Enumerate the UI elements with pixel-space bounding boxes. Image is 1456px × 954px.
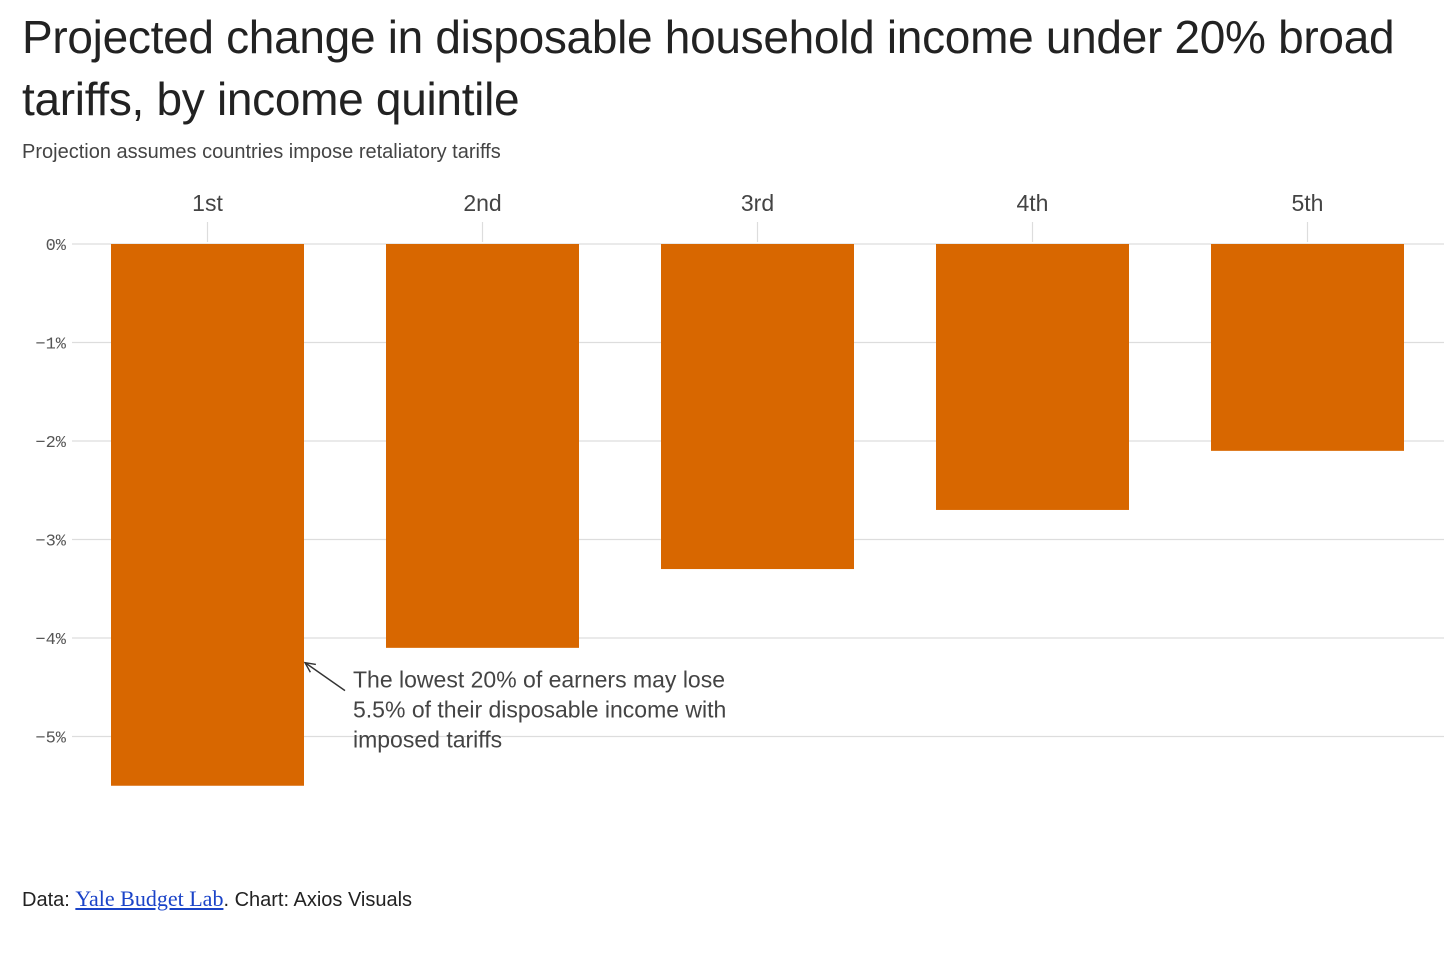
footer-chart-credit: . Chart: Axios Visuals [223,889,413,911]
bar-chart: 0% −1% −2% −3% −4% −5% 1st 2nd 3rd 4th 5th The lo… [35,190,1444,786]
x-tick-label: 1st [192,190,223,216]
annotation-line: The lowest 20% of earners may lose [353,667,725,693]
x-tick-label: 4th [1017,190,1049,216]
annotation-arrow-head [303,661,316,673]
x-tick-label: 3rd [741,190,774,216]
x-tick-label: 5th [1292,190,1324,216]
annotation-line: 5.5% of their disposable income with [353,697,726,723]
annotation-line: imposed tariffs [353,727,502,753]
bar-2nd [386,244,579,648]
chart-subtitle: Projection assumes countries impose reta… [22,141,501,163]
annotation: The lowest 20% of earners may lose 5.5% o… [303,661,726,753]
annotation-arrow-line [304,662,346,692]
y-tick-label: 0% [46,237,67,256]
y-tick-label: −3% [35,533,66,552]
bar-3rd [661,244,854,570]
chart-title: Projected change in disposable household… [22,11,1395,125]
y-axis-ticks: 0% −1% −2% −3% −4% −5% [35,237,66,749]
y-tick-label: −4% [35,631,66,650]
x-axis-ticks: 1st 2nd 3rd 4th 5th [192,190,1323,242]
bar-1st [111,244,304,786]
y-tick-label: −2% [35,434,66,453]
bar-4th [936,244,1129,510]
footer-data-prefix: Data: [22,889,76,911]
bars [111,244,1404,786]
y-tick-label: −1% [35,336,66,355]
footer-credit: Data: Yale Budget Lab. Chart: Axios Visu… [22,886,412,912]
x-tick-label: 2nd [463,190,501,216]
bar-5th [1211,244,1404,451]
source-link[interactable]: Yale Budget Lab [75,886,224,911]
y-tick-label: −5% [35,730,66,749]
